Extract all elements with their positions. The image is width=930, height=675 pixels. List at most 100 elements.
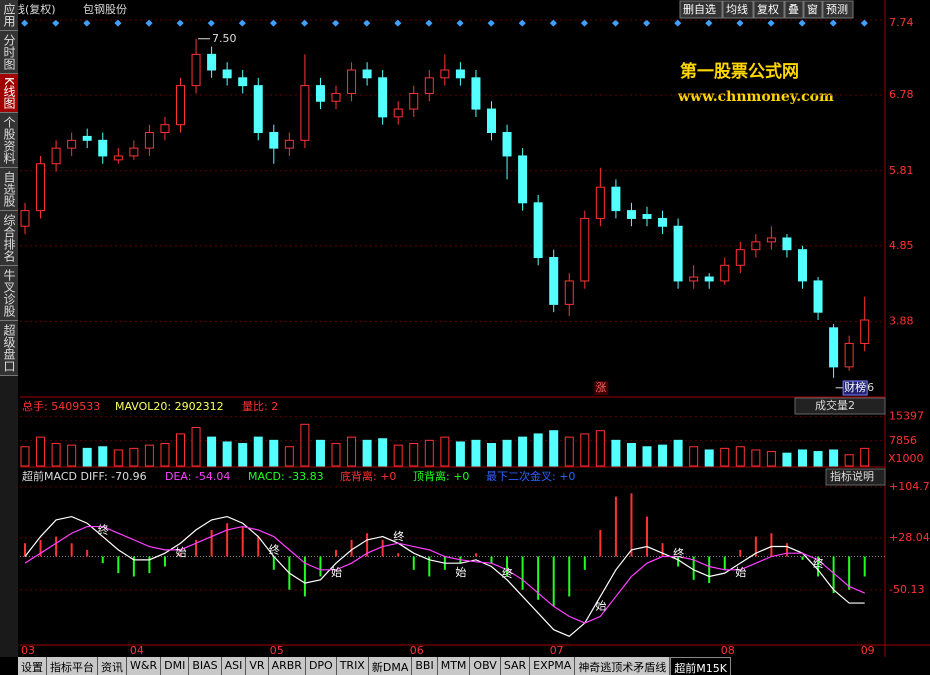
bottom-tab[interactable]: SAR [500, 657, 531, 675]
indicator-select[interactable] [794, 397, 886, 415]
bottom-tab[interactable]: TRIX [336, 657, 369, 675]
candle-body [424, 77, 434, 94]
volume-bar [487, 443, 496, 467]
volume-bar [129, 447, 139, 467]
side-tab[interactable]: 牛叉诊股 [0, 265, 18, 321]
volume-bar [253, 436, 263, 467]
candle-body [549, 257, 559, 305]
indicator-select-label[interactable]: 成交量2 [815, 398, 855, 412]
bottom-tab[interactable]: ASI [221, 657, 247, 675]
volume-bar [813, 451, 823, 467]
volume-bar [51, 443, 61, 467]
volume-bar [284, 446, 294, 467]
bottom-tab[interactable]: 神奇逃顶术矛盾线 [575, 657, 671, 675]
bottom-tab[interactable]: 指标平台 [47, 657, 98, 675]
volume-bar [611, 439, 621, 467]
bottom-tab[interactable]: DMI [161, 657, 190, 675]
bottom-tab[interactable]: W&R [127, 657, 162, 675]
bottom-tab[interactable]: 新DMA [368, 657, 413, 675]
candle-body [191, 53, 201, 87]
candle-body [829, 327, 839, 368]
candle-body [580, 217, 590, 282]
candle-body [689, 276, 699, 282]
toolbar-button[interactable] [784, 0, 804, 19]
side-tab[interactable]: 超级盘口 [0, 320, 18, 376]
signal-label: 终 [502, 566, 513, 580]
candle-body [51, 147, 61, 165]
y-tick-label: 6.78 [889, 88, 914, 101]
volume-bar [720, 447, 730, 467]
volume-bar [766, 451, 776, 467]
side-tab[interactable]: 分时图 [0, 31, 18, 74]
bottom-tab[interactable]: ARBR [268, 657, 306, 675]
y-tick-label: +104.7 [889, 480, 930, 493]
y-tick-label: 7.74 [889, 16, 914, 29]
side-tab[interactable]: K线图 [0, 74, 18, 113]
toolbar-button-label[interactable]: 叠 [788, 3, 799, 16]
help-button[interactable] [825, 468, 886, 486]
bottom-tab[interactable]: VR [246, 657, 269, 675]
candle-body [98, 139, 108, 157]
volume-unit: X1000 [888, 452, 924, 465]
x-tick-label: 09 [861, 644, 875, 657]
candle-body [502, 132, 512, 157]
bottom-tab[interactable]: 资讯 [98, 657, 127, 675]
toolbar-button-label[interactable]: 预测 [826, 3, 848, 16]
bottom-tab[interactable]: MTM [437, 657, 471, 675]
side-tab[interactable]: 个股资料 [0, 112, 18, 168]
y-tick-label: 7856 [889, 434, 917, 447]
toolbar-button[interactable] [679, 0, 723, 19]
help-button-label[interactable]: 指标说明 [830, 469, 874, 483]
candle-body [300, 85, 310, 141]
volume-bar [36, 436, 46, 467]
volume-bar [207, 436, 217, 467]
volume-bar [580, 433, 590, 467]
macd-bottom-div: 底背离: +0 [340, 469, 396, 483]
side-tab[interactable]: 综合排名 [0, 210, 18, 266]
signal-label: 终 [98, 523, 109, 537]
volume-bar [315, 439, 325, 467]
volume-bar [455, 441, 465, 467]
candle-body [455, 69, 465, 79]
volume-bar [347, 436, 357, 467]
candle-body [658, 217, 668, 227]
volume-bar [564, 436, 574, 467]
candle-body [673, 225, 683, 282]
bottom-tab[interactable]: 超前M15K [670, 657, 732, 675]
candle-body [362, 69, 372, 79]
volume-bar [798, 449, 807, 467]
toolbar-button[interactable] [722, 0, 754, 19]
candle-body [393, 108, 403, 118]
bottom-tab[interactable]: BBI [412, 657, 438, 675]
toolbar-button-label[interactable]: 窗 [807, 2, 818, 16]
signal-label: 终 [813, 556, 824, 570]
side-tab[interactable]: 自选股 [0, 167, 18, 211]
volume-bar [829, 449, 839, 467]
volume-bar [238, 443, 248, 467]
signal-label: 始 [735, 565, 746, 579]
y-tick-label: 15397 [889, 410, 924, 423]
candle-body [144, 132, 154, 149]
side-tab[interactable]: 应用 [0, 0, 18, 31]
macd-line [24, 515, 865, 638]
bottom-tab[interactable]: OBV [470, 657, 501, 675]
volume-bar [20, 446, 30, 467]
toolbar-button[interactable] [822, 0, 854, 19]
candle-body [222, 69, 232, 79]
bottom-tab[interactable]: BIAS [189, 657, 222, 675]
bottom-tab[interactable]: 设置 [18, 657, 47, 675]
annotation-label: 7.50 [212, 32, 237, 45]
toolbar-button-label[interactable]: 复权 [757, 2, 779, 16]
toolbar-button-label[interactable]: 删自选 [683, 3, 716, 16]
toolbar-button-label[interactable]: 均线 [726, 2, 748, 16]
candle-body [253, 85, 263, 133]
volume-bar [642, 446, 652, 467]
toolbar-button[interactable] [803, 0, 823, 19]
bottom-tab[interactable]: EXPMA [530, 657, 576, 675]
y-tick-label: -50.13 [889, 583, 924, 596]
candle-body [82, 135, 92, 141]
candle-body [269, 132, 279, 149]
toolbar-button[interactable] [753, 0, 785, 19]
macd-value: MACD: -33.83 [248, 470, 324, 483]
bottom-tab[interactable]: DPO [305, 657, 337, 675]
